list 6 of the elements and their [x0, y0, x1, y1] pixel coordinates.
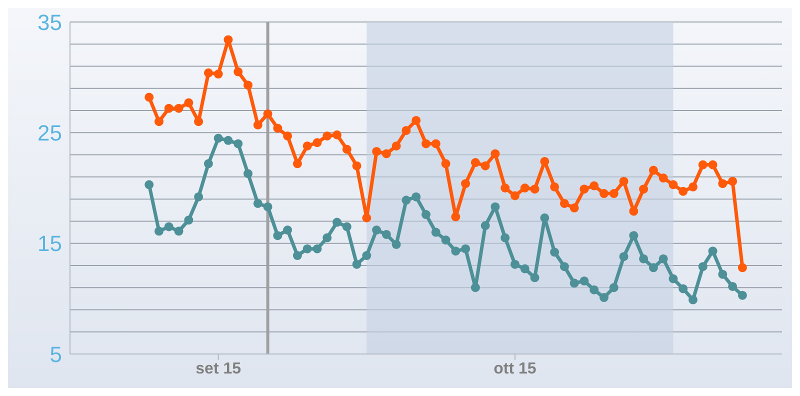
x-tick-label: set 15	[196, 360, 242, 378]
y-tick-label: 5	[50, 342, 62, 367]
y-tick-label: 25	[38, 120, 62, 146]
x-tick-label: ott 15	[494, 360, 536, 378]
y-tick-label: 35	[38, 10, 62, 35]
y-tick-label: 15	[38, 231, 62, 256]
